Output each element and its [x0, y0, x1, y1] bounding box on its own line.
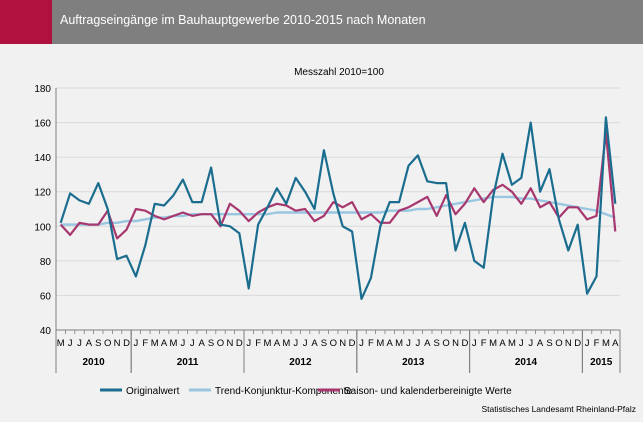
y-tick-label: 120 [34, 188, 51, 199]
x-month-label: J [416, 338, 421, 349]
year-label: 2013 [402, 357, 425, 368]
year-label: 2011 [177, 357, 199, 368]
x-month-label: S [434, 338, 440, 349]
x-month-label: O [217, 338, 224, 349]
series-line [59, 131, 617, 240]
legend-label: Trend-Konjunktur-Komponente [215, 386, 352, 397]
x-month-label: S [321, 338, 327, 349]
y-tick-label: 80 [40, 257, 52, 268]
series-line [59, 116, 617, 300]
series-lines [59, 116, 617, 300]
x-month-label: J [519, 338, 524, 349]
x-month-label: N [339, 338, 346, 349]
x-month-label: D [236, 338, 243, 349]
legend-label: Originalwert [126, 386, 180, 397]
x-month-label: F [255, 338, 261, 349]
x-month-label: J [528, 338, 533, 349]
y-tick-label: 160 [34, 119, 51, 130]
legend-label: Saison- und kalenderbereinigte Werte [344, 386, 512, 397]
x-month-label: A [161, 338, 168, 349]
year-label: 2014 [515, 357, 538, 368]
y-axis-ticks: 40 60 80 100 120 140 160 180 [34, 84, 51, 337]
x-month-label: M [57, 338, 65, 349]
x-month-label: J [406, 338, 411, 349]
x-month-label: A [387, 338, 394, 349]
x-month-label: D [461, 338, 468, 349]
page-title: Auftragseingänge im Bauhauptgewerbe 2010… [60, 13, 426, 27]
x-month-label: F [481, 338, 487, 349]
x-month-label: A [537, 338, 544, 349]
x-month-label: A [86, 338, 93, 349]
x-month-label: M [282, 338, 290, 349]
x-month-label: J [77, 338, 82, 349]
x-month-label: A [311, 338, 318, 349]
x-month-label: M [508, 338, 516, 349]
x-month-label: N [226, 338, 233, 349]
x-month-label: O [442, 338, 449, 349]
x-month-label: D [349, 338, 356, 349]
x-month-label: J [303, 338, 308, 349]
x-month-label: M [602, 338, 610, 349]
x-month-label: N [452, 338, 459, 349]
x-month-label: J [134, 338, 139, 349]
x-month-label: A [499, 338, 506, 349]
y-tick-label: 40 [40, 326, 52, 337]
x-month-label: O [104, 338, 111, 349]
x-month-label: J [181, 338, 186, 349]
x-month-label: J [359, 338, 364, 349]
x-month-label: F [594, 338, 600, 349]
y-tick-label: 140 [34, 153, 51, 164]
x-month-label: J [246, 338, 251, 349]
chart-title: Messzahl 2010=100 [294, 67, 384, 78]
x-month-label: D [574, 338, 581, 349]
source-note: Statistisches Landesamt Rheinland-Pfalz [481, 404, 637, 414]
legend: Originalwert Trend-Konjunktur-KomponenteS… [100, 386, 512, 397]
x-month-label: J [585, 338, 590, 349]
y-tick-label: 180 [34, 84, 51, 95]
header-accent [0, 0, 52, 44]
x-month-label: S [546, 338, 552, 349]
y-tick-label: 100 [34, 222, 51, 233]
x-month-label: M [264, 338, 272, 349]
x-month-label: F [142, 338, 148, 349]
year-label: 2015 [590, 357, 613, 368]
x-month-label: A [424, 338, 431, 349]
x-month-label: O [555, 338, 562, 349]
x-month-label: S [95, 338, 101, 349]
x-month-label: M [376, 338, 384, 349]
header-bar [0, 0, 643, 44]
x-month-label: A [274, 338, 281, 349]
x-month-label: N [565, 338, 572, 349]
year-label: 2010 [82, 357, 105, 368]
x-month-label: A [199, 338, 206, 349]
x-month-label: J [190, 338, 195, 349]
x-month-label: M [489, 338, 497, 349]
x-month-label: M [395, 338, 403, 349]
x-month-label: F [368, 338, 374, 349]
y-tick-label: 60 [40, 291, 52, 302]
x-month-label: J [472, 338, 477, 349]
x-month-label: S [208, 338, 214, 349]
x-month-label: J [293, 338, 298, 349]
year-label: 2012 [289, 357, 312, 368]
x-month-label: M [170, 338, 178, 349]
x-month-label: M [151, 338, 159, 349]
x-month-label: N [114, 338, 121, 349]
x-month-label: O [330, 338, 337, 349]
x-month-label: D [123, 338, 130, 349]
x-month-label: J [68, 338, 73, 349]
x-month-label: A [612, 338, 619, 349]
